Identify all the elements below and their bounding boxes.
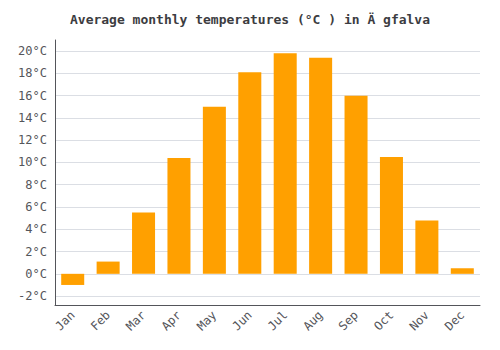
svg-text:4°C: 4°C [25, 222, 47, 236]
svg-text:14°C: 14°C [18, 111, 47, 125]
svg-text:Dec: Dec [442, 308, 467, 333]
svg-text:May: May [194, 308, 219, 333]
svg-text:Feb: Feb [88, 308, 113, 333]
svg-text:16°C: 16°C [18, 89, 47, 103]
svg-text:Average monthly temperatures (: Average monthly temperatures (°C ) in Ä … [70, 12, 430, 27]
svg-text:Jul: Jul [265, 308, 290, 333]
svg-text:6°C: 6°C [25, 200, 47, 214]
svg-text:Mar: Mar [123, 308, 148, 333]
svg-text:Apr: Apr [159, 308, 184, 333]
svg-text:Aug: Aug [300, 308, 325, 333]
svg-text:18°C: 18°C [18, 66, 47, 80]
svg-text:Nov: Nov [407, 308, 432, 333]
svg-text:-2°C: -2°C [18, 289, 47, 303]
svg-text:Jan: Jan [52, 308, 77, 333]
svg-text:20°C: 20°C [18, 44, 47, 58]
svg-text:Sep: Sep [336, 308, 361, 333]
svg-text:Oct: Oct [371, 308, 396, 333]
svg-text:12°C: 12°C [18, 133, 47, 147]
svg-text:10°C: 10°C [18, 155, 47, 169]
svg-text:Jun: Jun [230, 308, 255, 333]
svg-text:0°C: 0°C [25, 267, 47, 281]
svg-text:8°C: 8°C [25, 178, 47, 192]
svg-text:2°C: 2°C [25, 245, 47, 259]
